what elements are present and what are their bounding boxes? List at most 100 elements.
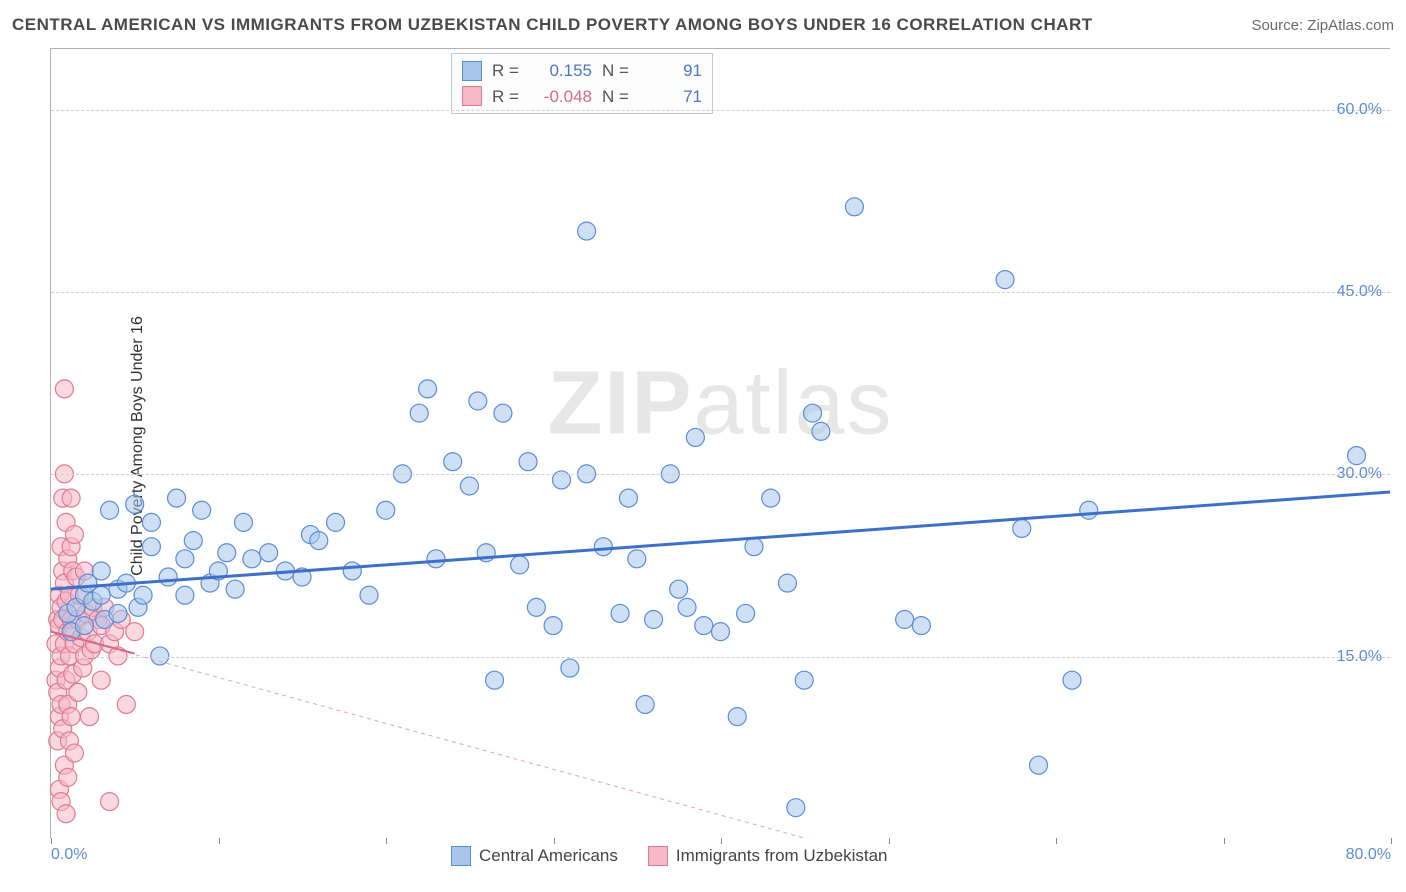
data-point — [460, 477, 478, 495]
r-label: R = — [492, 58, 522, 84]
data-point — [176, 586, 194, 604]
x-tick-mark — [721, 838, 722, 844]
data-point — [57, 805, 75, 823]
x-tick-mark — [1391, 838, 1392, 844]
n-label: N = — [602, 84, 632, 110]
data-point — [444, 453, 462, 471]
n-label: N = — [602, 58, 632, 84]
r-value-series-1: -0.048 — [532, 84, 592, 110]
data-point — [845, 198, 863, 216]
swatch-series-0 — [462, 61, 482, 81]
data-point — [787, 799, 805, 817]
data-point — [1013, 519, 1031, 537]
data-point — [1030, 756, 1048, 774]
data-point — [65, 744, 83, 762]
x-tick-mark — [386, 838, 387, 844]
n-value-series-0: 91 — [642, 58, 702, 84]
data-point — [101, 793, 119, 811]
data-point — [218, 544, 236, 562]
data-point — [611, 604, 629, 622]
x-tick-mark — [889, 838, 890, 844]
data-point — [795, 671, 813, 689]
data-point — [912, 617, 930, 635]
data-point — [804, 404, 822, 422]
data-point — [678, 598, 696, 616]
data-point — [728, 708, 746, 726]
gridline-h — [51, 657, 1390, 658]
data-point — [1080, 501, 1098, 519]
data-point — [234, 513, 252, 531]
data-point — [109, 604, 127, 622]
x-tick-mark — [1224, 838, 1225, 844]
data-point — [745, 538, 763, 556]
data-point — [193, 501, 211, 519]
data-point — [628, 550, 646, 568]
gridline-h — [51, 474, 1390, 475]
data-point — [494, 404, 512, 422]
legend-swatch-series-0 — [451, 846, 471, 866]
data-point — [62, 708, 80, 726]
data-point — [75, 617, 93, 635]
data-point — [527, 598, 545, 616]
data-point — [126, 495, 144, 513]
data-point — [176, 550, 194, 568]
data-point — [1348, 447, 1366, 465]
data-point — [645, 611, 663, 629]
chart-title: CENTRAL AMERICAN VS IMMIGRANTS FROM UZBE… — [12, 15, 1093, 35]
data-point — [812, 422, 830, 440]
data-point — [636, 695, 654, 713]
n-value-series-1: 71 — [642, 84, 702, 110]
x-tick-mark — [219, 838, 220, 844]
data-point — [343, 562, 361, 580]
legend-label-series-1: Immigrants from Uzbekistan — [676, 846, 888, 866]
data-point — [65, 526, 83, 544]
data-point — [142, 513, 160, 531]
legend-item-series-1: Immigrants from Uzbekistan — [648, 846, 888, 866]
data-point — [126, 623, 144, 641]
data-point — [377, 501, 395, 519]
swatch-series-1 — [462, 86, 482, 106]
legend-swatch-series-1 — [648, 846, 668, 866]
data-point — [519, 453, 537, 471]
data-point — [92, 562, 110, 580]
plot-area: ZIPatlas R = 0.155 N = 91 R = -0.048 N =… — [50, 48, 1390, 838]
stats-box: R = 0.155 N = 91 R = -0.048 N = 71 — [451, 53, 713, 114]
x-tick-mark — [51, 838, 52, 844]
data-point — [561, 659, 579, 677]
data-point — [142, 538, 160, 556]
trend-line — [51, 632, 804, 838]
x-tick-label: 0.0% — [51, 846, 87, 864]
data-point — [55, 380, 73, 398]
data-point — [81, 708, 99, 726]
data-point — [360, 586, 378, 604]
data-point — [737, 604, 755, 622]
data-point — [619, 489, 637, 507]
data-point — [117, 695, 135, 713]
data-point — [712, 623, 730, 641]
y-tick-label: 45.0% — [1337, 283, 1382, 301]
data-point — [184, 532, 202, 550]
gridline-h — [51, 292, 1390, 293]
data-point — [243, 550, 261, 568]
data-point — [469, 392, 487, 410]
data-point — [101, 501, 119, 519]
data-point — [1063, 671, 1081, 689]
data-point — [168, 489, 186, 507]
data-point — [896, 611, 914, 629]
data-point — [92, 586, 110, 604]
gridline-h — [51, 110, 1390, 111]
chart-header: CENTRAL AMERICAN VS IMMIGRANTS FROM UZBE… — [12, 10, 1394, 40]
data-point — [670, 580, 688, 598]
y-tick-label: 30.0% — [1337, 465, 1382, 483]
data-point — [427, 550, 445, 568]
data-point — [594, 538, 612, 556]
data-point — [996, 271, 1014, 289]
data-point — [419, 380, 437, 398]
y-tick-label: 60.0% — [1337, 101, 1382, 119]
data-point — [544, 617, 562, 635]
data-point — [327, 513, 345, 531]
x-tick-mark — [1056, 838, 1057, 844]
r-value-series-0: 0.155 — [532, 58, 592, 84]
data-point — [134, 586, 152, 604]
scatter-svg — [51, 49, 1390, 838]
